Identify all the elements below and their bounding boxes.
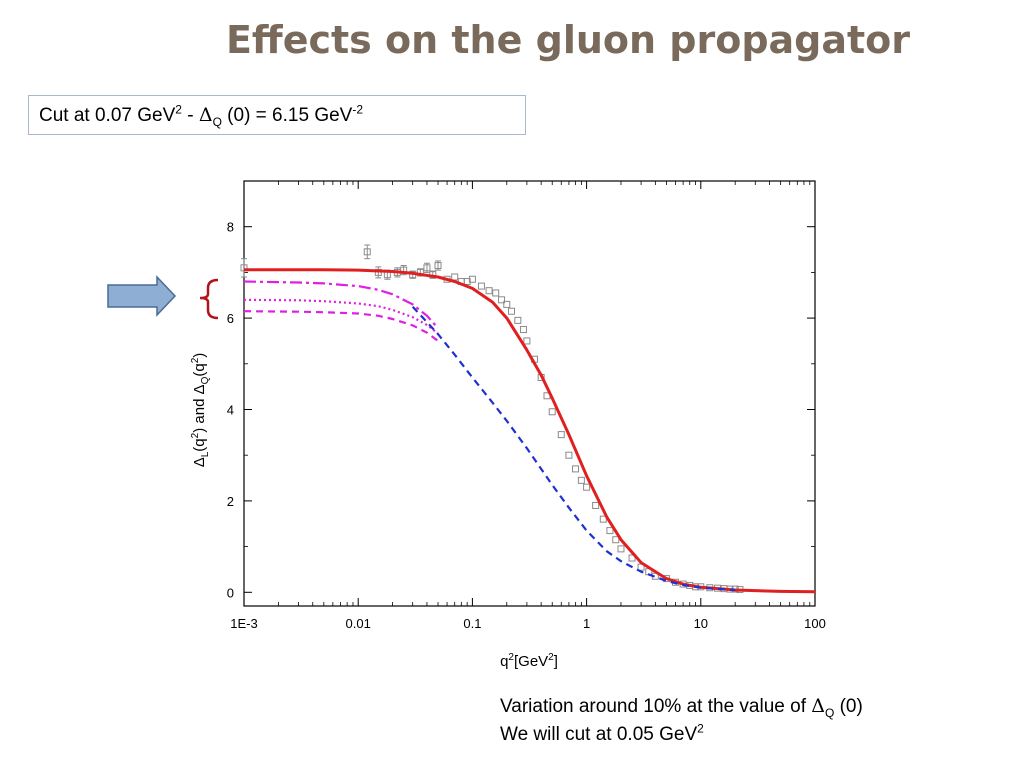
note-line-2-prefix: We will cut at 0.05 GeV <box>500 724 698 745</box>
y-label-part-sup: 2 <box>190 357 201 363</box>
y-axis-label-text: ΔL(q2) and ΔQ(q2) <box>190 353 211 468</box>
x-label-sup: 2 <box>548 652 554 663</box>
data-point <box>485 287 493 295</box>
data-point <box>477 282 485 290</box>
data-point <box>508 307 516 315</box>
y-tick-label: 8 <box>227 220 234 235</box>
cut-text-prefix: Cut at 0.07 GeV <box>39 105 176 126</box>
y-tick-label: 6 <box>227 311 234 326</box>
data-point <box>577 476 585 484</box>
note-delta-symbol: Δ <box>811 695 825 717</box>
plot-frame <box>243 180 816 607</box>
x-tick-label: 100 <box>804 616 826 631</box>
slide-title: Effects on the gluon propagator <box>225 18 911 62</box>
x-label-part: ] <box>554 653 558 670</box>
data-point <box>463 278 471 286</box>
x-label-sup: 2 <box>508 652 514 663</box>
data-point <box>363 248 371 256</box>
data-point <box>565 451 573 459</box>
data-point <box>617 545 625 553</box>
x-tick-label: 10 <box>694 616 708 631</box>
data-point <box>498 296 506 304</box>
data-point <box>423 264 431 272</box>
y-label-part-n: ) and <box>191 394 208 432</box>
right-arrow-icon <box>107 275 177 317</box>
y-label-part-n: Δ <box>191 457 208 467</box>
series-line-dotted <box>243 298 439 335</box>
cut-text-sup2: -2 <box>352 102 364 117</box>
x-label-part: [GeV <box>514 653 548 670</box>
data-point <box>503 300 511 308</box>
data-point <box>557 431 565 439</box>
note-line-1: Variation around 10% at the value of ΔQ … <box>500 692 863 721</box>
variation-note: Variation around 10% at the value of ΔQ … <box>500 692 863 749</box>
y-label-part-sup: 2 <box>190 432 201 438</box>
y-label-part-sub: Q <box>200 376 211 384</box>
cut-text-sub: Q <box>212 114 222 129</box>
x-tick-label: 0.01 <box>346 616 371 631</box>
cut-text-mid: - <box>181 105 199 126</box>
plot-area: 1E-3 0.01 0.1 1 10 100 0 2 4 6 8 <box>227 180 826 631</box>
cut-info-box: Cut at 0.07 GeV2 - ΔQ (0) = 6.15 GeV-2 <box>28 95 526 135</box>
note-line-1-prefix: Variation around 10% at the value of <box>500 696 812 717</box>
data-point <box>599 515 607 523</box>
data-point <box>612 536 620 544</box>
x-tick-label: 1 <box>583 616 590 631</box>
y-tick-label: 4 <box>227 402 234 417</box>
note-line-2: We will cut at 0.05 GeV2 <box>500 721 863 749</box>
data-point <box>434 262 442 270</box>
x-tick-label: 0.1 <box>463 616 481 631</box>
series-line-solid <box>244 268 816 594</box>
y-label-part-n: (q <box>191 438 208 451</box>
data-point <box>572 465 580 473</box>
data-point <box>492 289 500 297</box>
x-axis-label: q2[GeV2] <box>500 652 558 670</box>
y-label-part-n: Δ <box>191 384 208 394</box>
series-line-dashed <box>243 310 439 342</box>
note-line-2-sup: 2 <box>697 721 704 736</box>
cut-text-sup: 2 <box>175 102 182 117</box>
left-curly-brace-icon <box>199 278 219 320</box>
y-label-part-n: (q <box>191 363 208 376</box>
cut-text-suffix: (0) = 6.15 GeV <box>221 105 353 126</box>
data-point <box>451 273 459 281</box>
data-point <box>592 501 600 509</box>
data-point <box>606 527 614 535</box>
y-tick-label: 0 <box>227 585 234 600</box>
data-point <box>519 326 527 334</box>
y-tick-label: 2 <box>227 494 234 509</box>
note-line-1-sub: Q <box>824 705 835 720</box>
data-point <box>548 408 556 416</box>
y-label-part-sub: L <box>200 451 211 457</box>
x-label-part: q <box>500 653 508 670</box>
x-tick-label: 1E-3 <box>230 616 257 631</box>
y-label-part-n: ) <box>191 353 208 358</box>
data-point <box>583 483 591 491</box>
data-point <box>628 554 636 562</box>
series-line-dashed <box>411 305 736 592</box>
note-line-1-suffix: (0) <box>834 696 863 717</box>
x-axis-label-text: q2[GeV2] <box>500 652 558 670</box>
delta-symbol: Δ <box>198 104 213 126</box>
data-point <box>523 337 531 345</box>
series-line-dashdot <box>243 280 439 329</box>
data-point <box>514 316 522 324</box>
data-point <box>468 275 476 283</box>
y-axis-label: ΔL(q2) and ΔQ(q2) <box>190 353 211 468</box>
